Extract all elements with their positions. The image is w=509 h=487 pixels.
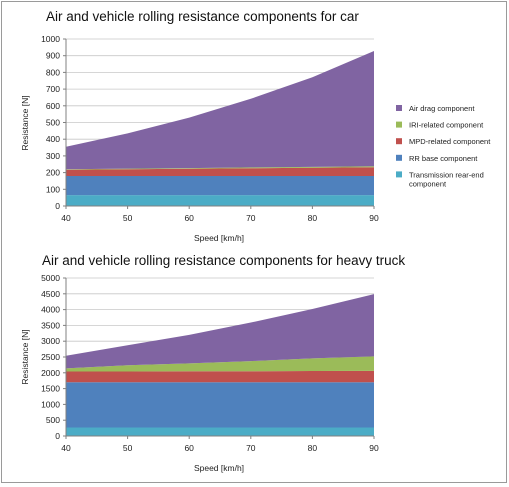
area-mpd-related-component bbox=[66, 370, 374, 383]
x-tick-label: 40 bbox=[61, 213, 71, 223]
chart-truck-x-tick-labels: 40 50 60 70 80 90 bbox=[61, 443, 379, 453]
chart-car: Air and vehicle rolling resistance compo… bbox=[20, 9, 491, 243]
x-tick-label: 60 bbox=[184, 213, 194, 223]
y-tick-label: 0 bbox=[55, 431, 60, 441]
area-air-drag-component bbox=[66, 51, 374, 170]
x-tick-label: 90 bbox=[369, 443, 379, 453]
x-tick-label: 50 bbox=[123, 213, 133, 223]
legend-label: RR base component bbox=[409, 154, 478, 163]
y-tick-label: 500 bbox=[46, 415, 60, 425]
y-tick-label: 4000 bbox=[41, 305, 60, 315]
legend-label: IRI-related component bbox=[409, 121, 484, 130]
y-tick-label: 600 bbox=[46, 101, 60, 111]
x-tick-label: 80 bbox=[308, 213, 318, 223]
area-rr-base-component bbox=[66, 382, 374, 428]
y-tick-label: 800 bbox=[46, 67, 60, 77]
y-tick-label: 700 bbox=[46, 84, 60, 94]
y-tick-label: 500 bbox=[46, 118, 60, 128]
x-tick-label: 70 bbox=[246, 443, 256, 453]
legend-swatch bbox=[396, 171, 402, 178]
x-tick-label: 90 bbox=[369, 213, 379, 223]
x-tick-label: 50 bbox=[123, 443, 133, 453]
x-tick-label: 40 bbox=[61, 443, 71, 453]
area-rr-base-component bbox=[66, 175, 374, 196]
area-air-drag-component bbox=[66, 294, 374, 369]
y-tick-label: 2000 bbox=[41, 368, 60, 378]
x-tick-label: 80 bbox=[308, 443, 318, 453]
legend-label: MPD-related component bbox=[409, 137, 491, 146]
area-transmission-rear-end-component bbox=[66, 427, 374, 436]
y-tick-label: 300 bbox=[46, 151, 60, 161]
chart-car-areas bbox=[66, 51, 374, 206]
legend-swatch bbox=[396, 105, 402, 111]
chart-car-title: Air and vehicle rolling resistance compo… bbox=[46, 9, 359, 24]
area-iri-related-component bbox=[66, 166, 374, 170]
area-transmission-rear-end-component bbox=[66, 195, 374, 206]
legend-swatch bbox=[396, 121, 402, 128]
legend-label: component bbox=[409, 179, 447, 188]
area-mpd-related-component bbox=[66, 167, 374, 176]
y-tick-label: 3000 bbox=[41, 336, 60, 346]
y-tick-label: 4500 bbox=[41, 289, 60, 299]
area-iri-related-component bbox=[66, 356, 374, 372]
chart-car-y-axis-label: Resistance [N] bbox=[20, 95, 30, 150]
chart-car-y-tick-labels: 0 100 200 300 400 500 600 700 800 900 1000 bbox=[41, 34, 60, 211]
legend-swatch bbox=[396, 154, 402, 161]
chart-truck: Air and vehicle rolling resistance compo… bbox=[20, 253, 405, 473]
legend-swatch bbox=[396, 138, 402, 145]
chart-truck-x-axis-label: Speed [km/h] bbox=[194, 463, 244, 473]
chart-truck-y-tick-labels: 0 500 1000 1500 2000 2500 3000 3500 4000 4500 5000 bbox=[41, 273, 60, 441]
y-tick-label: 1000 bbox=[41, 34, 60, 44]
chart-car-axes bbox=[63, 38, 375, 209]
y-tick-label: 0 bbox=[55, 201, 60, 211]
chart-truck-y-axis-label: Resistance [N] bbox=[20, 329, 30, 384]
y-tick-label: 1500 bbox=[41, 384, 60, 394]
chart-truck-areas bbox=[66, 294, 374, 436]
x-tick-label: 60 bbox=[184, 443, 194, 453]
y-tick-label: 5000 bbox=[41, 273, 60, 283]
chart-car-x-tick-labels: 40 50 60 70 80 90 bbox=[61, 213, 379, 223]
legend-label: Transmission rear-end bbox=[409, 170, 484, 179]
x-tick-label: 70 bbox=[246, 213, 256, 223]
y-tick-label: 1000 bbox=[41, 399, 60, 409]
y-tick-label: 200 bbox=[46, 168, 60, 178]
chart-car-x-axis-label: Speed [km/h] bbox=[194, 233, 244, 243]
y-tick-label: 100 bbox=[46, 184, 60, 194]
y-tick-label: 3500 bbox=[41, 320, 60, 330]
y-tick-label: 400 bbox=[46, 134, 60, 144]
chart-truck-axes bbox=[63, 277, 375, 439]
y-tick-label: 900 bbox=[46, 51, 60, 61]
y-tick-label: 2500 bbox=[41, 352, 60, 362]
legend-label: Air drag component bbox=[409, 104, 475, 113]
chart-car-legend: Air drag component IRI-related component M… bbox=[396, 104, 491, 188]
chart-truck-title: Air and vehicle rolling resistance compo… bbox=[42, 253, 405, 268]
